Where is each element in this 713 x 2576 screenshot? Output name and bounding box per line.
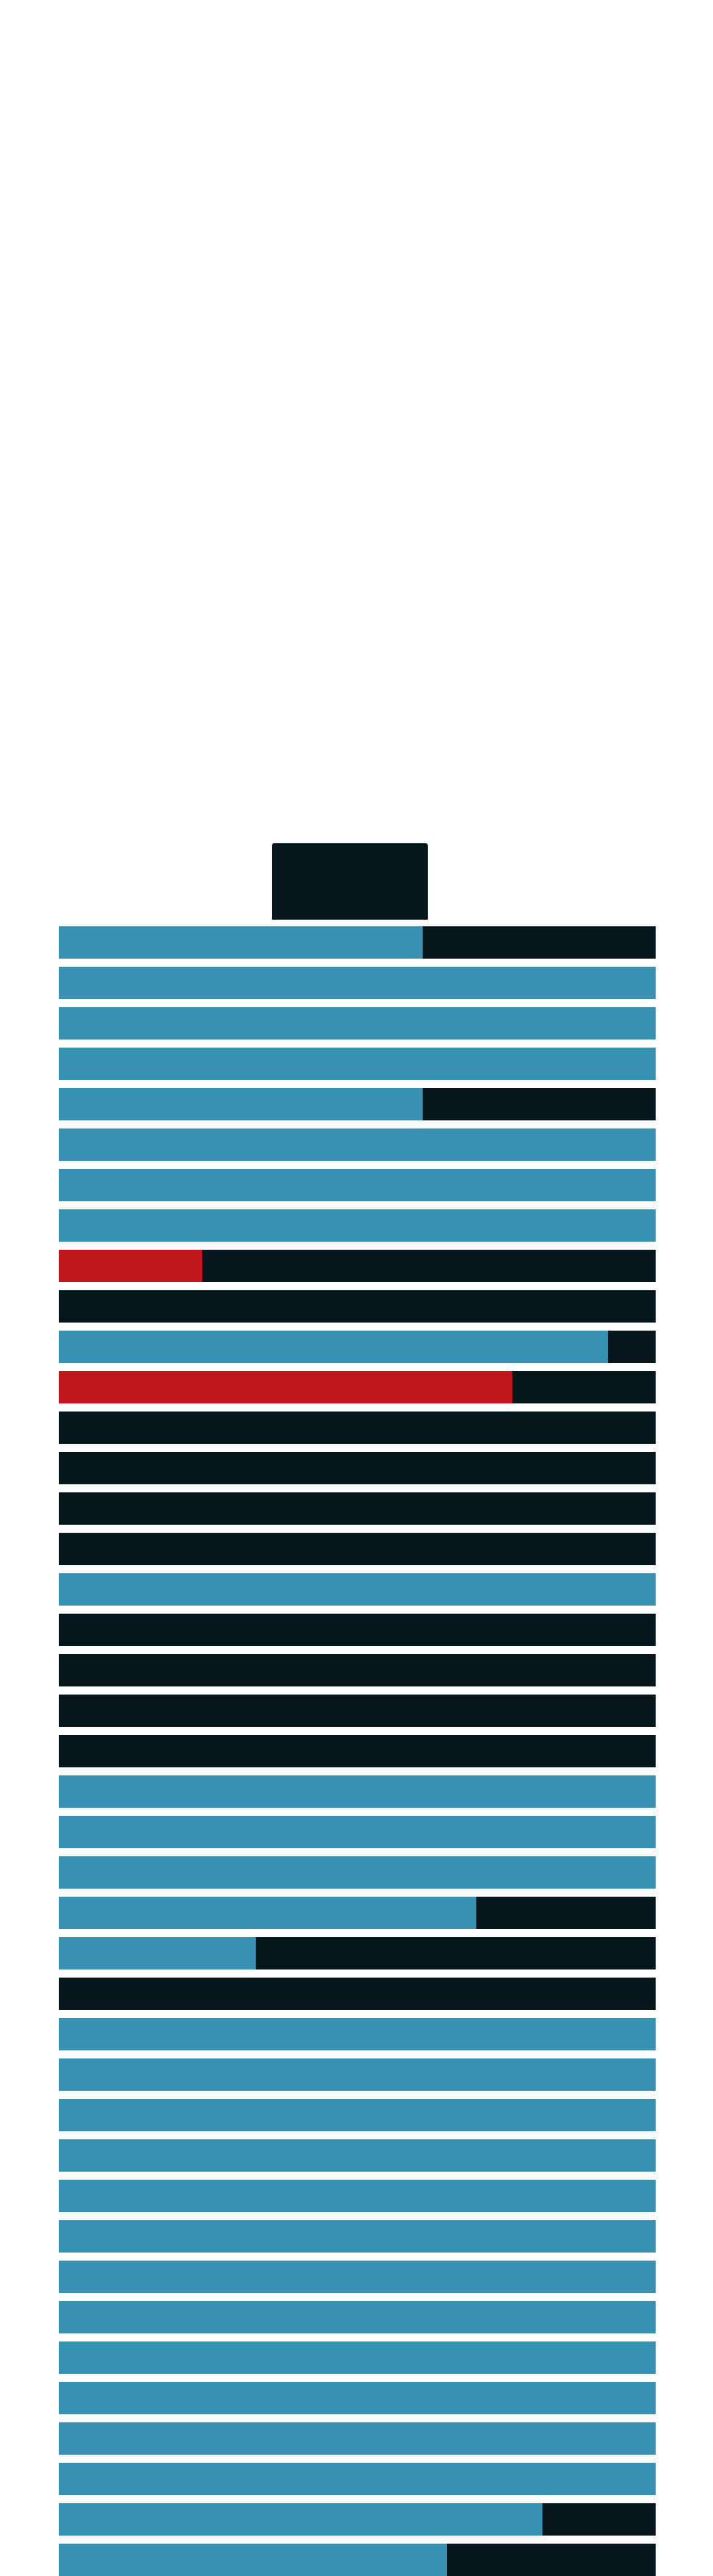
battery-cell [59,1452,656,1484]
battery-cell [59,1331,656,1363]
battery-cell-charge-fill [59,2180,656,2212]
battery-cell-charge-fill [59,967,656,999]
battery-cell [59,1533,656,1565]
battery-cell [59,2422,656,2455]
battery-cell-charge-fill [59,1937,256,1969]
battery-cell-charge-fill [59,1856,656,1889]
battery-cell-charge-fill [59,2058,656,2091]
battery-cell-charge-fill [59,2301,656,2333]
battery-cell [59,1048,656,1080]
battery-cell [59,2503,656,2536]
battery-cell-charge-fill [59,1048,656,1080]
battery-cell [59,2139,656,2172]
battery-cell-charge-fill [59,1897,476,1929]
battery-cell-charge-fill [59,2463,656,2495]
battery-cell [59,1897,656,1929]
battery-cell-stack [59,926,656,2576]
battery-cell [59,1250,656,1282]
battery-cell [59,1209,656,1242]
battery-cell [59,1735,656,1767]
battery-cell [59,1412,656,1444]
battery-cell-charge-fill [59,2382,656,2414]
battery-cell [59,1695,656,1727]
battery-cell-charge-fill [59,1007,656,1040]
battery-cell [59,1290,656,1323]
battery-cell [59,1573,656,1606]
battery-cell-charge-fill [59,1331,608,1363]
battery-cell-charge-fill [59,2220,656,2253]
battery-cell [59,2261,656,2293]
battery-cell [59,1614,656,1646]
battery-cell [59,2099,656,2131]
battery-cell [59,1775,656,1808]
battery-cell-charge-fill [59,2503,542,2536]
battery-cell-charge-fill [59,1169,656,1201]
battery-cell [59,1169,656,1201]
battery-cell [59,1492,656,1525]
battery-cell [59,2544,656,2576]
battery-cell [59,1937,656,1969]
battery-cell-charge-fill [59,1209,656,1242]
battery-cell [59,2180,656,2212]
battery-graphic [59,843,656,2576]
battery-cell [59,2301,656,2333]
battery-cell [59,926,656,959]
battery-cell-charge-fill [59,1775,656,1808]
battery-cell-charge-fill [59,2099,656,2131]
battery-cell [59,2220,656,2253]
battery-cell [59,2341,656,2374]
battery-cell [59,1128,656,1161]
battery-cell [59,1856,656,1889]
battery-cell-charge-fill [59,2261,656,2293]
battery-cell [59,1371,656,1403]
battery-cell-charge-fill [59,1371,512,1403]
battery-cell [59,2463,656,2495]
battery-cell [59,1007,656,1040]
battery-cell [59,1654,656,1686]
battery-cell-charge-fill [59,2139,656,2172]
battery-cell-charge-fill [59,2341,656,2374]
battery-terminal-cap [272,843,428,920]
battery-cell-charge-fill [59,926,423,959]
battery-cell [59,1978,656,2010]
battery-cell-charge-fill [59,1250,202,1282]
battery-cell-charge-fill [59,1573,656,1606]
battery-cell-charge-fill [59,2544,447,2576]
battery-cell [59,2018,656,2050]
battery-cell [59,1088,656,1120]
battery-cell [59,2058,656,2091]
battery-cell-charge-fill [59,1816,656,1848]
battery-cell [59,1816,656,1848]
battery-cell-charge-fill [59,2018,656,2050]
battery-cell [59,967,656,999]
battery-cell-charge-fill [59,1088,423,1120]
battery-cell-charge-fill [59,2422,656,2455]
battery-cell [59,2382,656,2414]
battery-cell-charge-fill [59,1128,656,1161]
